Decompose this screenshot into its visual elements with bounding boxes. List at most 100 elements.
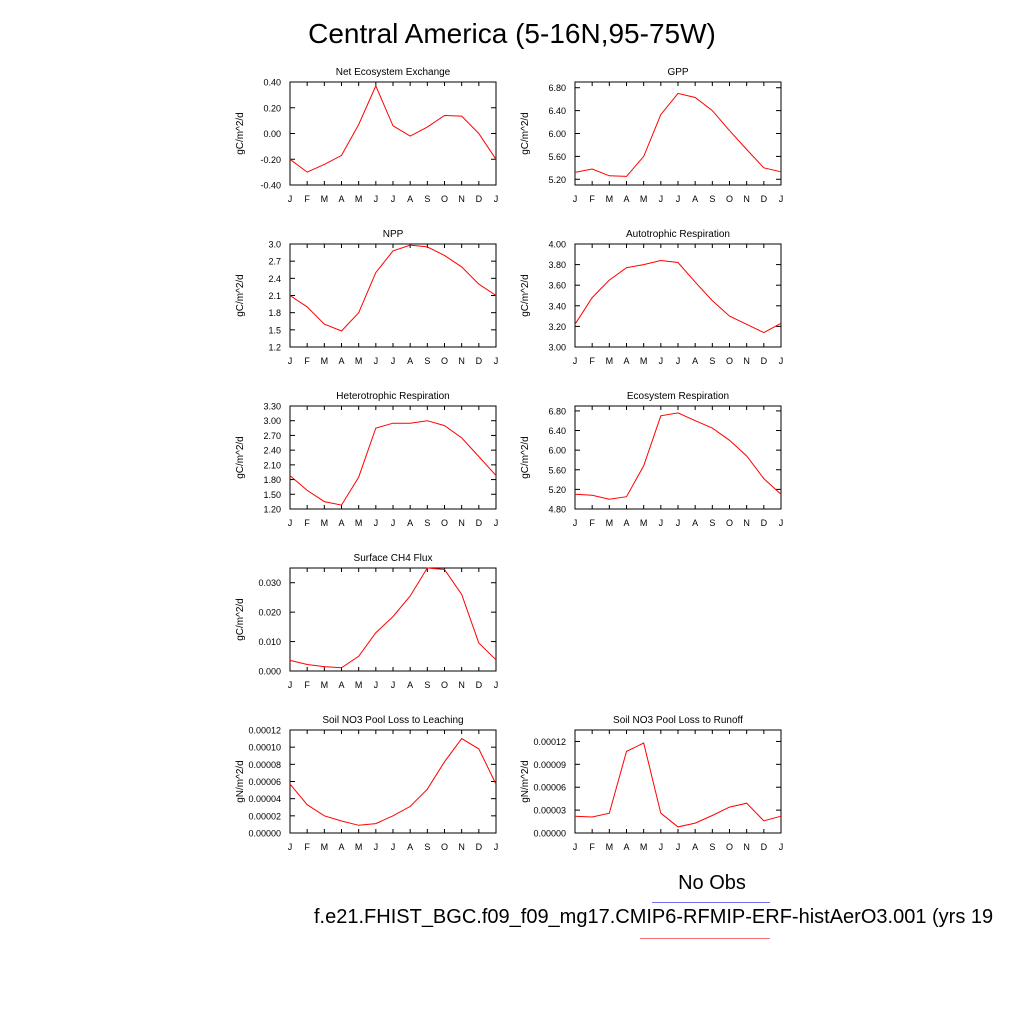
plot-frame bbox=[574, 81, 782, 186]
x-tick-label: J bbox=[288, 680, 293, 690]
x-tick-label: J bbox=[779, 518, 784, 528]
y-tick-label: 3.0 bbox=[268, 240, 281, 250]
y-tick-label: 6.80 bbox=[548, 406, 566, 416]
x-tick-label: S bbox=[709, 842, 715, 852]
series-line bbox=[574, 742, 782, 828]
x-tick-label: M bbox=[606, 194, 614, 204]
x-tick-label: S bbox=[709, 194, 715, 204]
x-tick-label: A bbox=[338, 518, 344, 528]
x-tick-label: M bbox=[640, 842, 648, 852]
x-tick-label: J bbox=[391, 680, 396, 690]
x-tick-label: J bbox=[659, 518, 664, 528]
x-tick-label: J bbox=[494, 518, 499, 528]
y-axis-label: gC/m^2/d bbox=[235, 274, 246, 317]
x-tick-label: A bbox=[407, 194, 413, 204]
x-tick-label: A bbox=[407, 518, 413, 528]
x-tick-label: A bbox=[692, 842, 698, 852]
x-tick-label: J bbox=[494, 680, 499, 690]
chart-panel-8: Soil NO3 Pool Loss to Leaching gN/m^2/d J F… bbox=[235, 715, 498, 852]
x-tick-label: J bbox=[659, 194, 664, 204]
y-tick-label: 3.00 bbox=[263, 416, 281, 426]
x-tick-label: F bbox=[304, 194, 310, 204]
panel-title: Net Ecosystem Exchange bbox=[336, 67, 451, 78]
x-tick-label: J bbox=[288, 842, 293, 852]
x-tick-label: M bbox=[606, 518, 614, 528]
x-tick-label: F bbox=[589, 356, 595, 366]
x-tick-label: A bbox=[338, 194, 344, 204]
y-tick-label: -0.20 bbox=[260, 155, 281, 165]
x-tick-label: S bbox=[424, 356, 430, 366]
panel-title: Autotrophic Respiration bbox=[626, 229, 730, 240]
x-tick-label: J bbox=[391, 194, 396, 204]
y-tick-label: 4.80 bbox=[548, 505, 566, 515]
y-tick-label: 1.2 bbox=[268, 343, 281, 353]
y-tick-label: 6.80 bbox=[548, 83, 566, 93]
x-tick-label: N bbox=[743, 194, 750, 204]
x-tick-label: S bbox=[424, 518, 430, 528]
x-tick-label: J bbox=[288, 194, 293, 204]
x-tick-label: O bbox=[441, 680, 448, 690]
legend-no-obs-label: No Obs bbox=[678, 872, 746, 894]
series-line bbox=[289, 244, 497, 332]
y-axis-label: gC/m^2/d bbox=[235, 598, 246, 641]
panel-title: Heterotrophic Respiration bbox=[336, 391, 449, 402]
y-tick-label: 3.30 bbox=[263, 402, 281, 412]
x-tick-label: M bbox=[321, 518, 329, 528]
panel-title: Soil NO3 Pool Loss to Leaching bbox=[322, 715, 463, 726]
x-tick-label: D bbox=[476, 518, 483, 528]
plot-frame bbox=[289, 567, 497, 672]
y-tick-label: 2.40 bbox=[263, 446, 281, 456]
x-tick-label: N bbox=[458, 680, 465, 690]
x-tick-label: O bbox=[726, 842, 733, 852]
x-tick-label: M bbox=[355, 356, 363, 366]
x-tick-label: J bbox=[659, 842, 664, 852]
y-tick-label: 1.80 bbox=[263, 475, 281, 485]
y-tick-label: 0.00010 bbox=[248, 743, 281, 753]
x-tick-label: M bbox=[321, 194, 329, 204]
x-tick-label: O bbox=[441, 356, 448, 366]
x-tick-label: J bbox=[676, 194, 681, 204]
x-tick-label: D bbox=[476, 194, 483, 204]
plot-frame bbox=[289, 243, 497, 348]
y-axis-label: gN/m^2/d bbox=[235, 760, 246, 803]
y-tick-label: 6.00 bbox=[548, 129, 566, 139]
y-tick-label: 1.50 bbox=[263, 490, 281, 500]
y-tick-label: 2.70 bbox=[263, 431, 281, 441]
y-tick-label: 4.00 bbox=[548, 240, 566, 250]
y-tick-label: 3.00 bbox=[548, 343, 566, 353]
x-tick-label: O bbox=[441, 518, 448, 528]
x-tick-label: A bbox=[623, 842, 629, 852]
x-tick-label: J bbox=[676, 356, 681, 366]
x-tick-label: O bbox=[441, 194, 448, 204]
y-tick-label: 0.00000 bbox=[533, 829, 566, 839]
x-tick-label: S bbox=[424, 680, 430, 690]
y-tick-label: 0.00 bbox=[263, 129, 281, 139]
panel-title: NPP bbox=[383, 229, 404, 240]
x-tick-label: F bbox=[304, 518, 310, 528]
x-tick-label: J bbox=[779, 842, 784, 852]
y-tick-label: 2.7 bbox=[268, 257, 281, 267]
x-tick-label: J bbox=[676, 842, 681, 852]
y-tick-label: -0.40 bbox=[260, 181, 281, 191]
x-tick-label: S bbox=[424, 194, 430, 204]
x-tick-label: J bbox=[391, 356, 396, 366]
series-line bbox=[574, 92, 782, 177]
x-tick-label: A bbox=[338, 356, 344, 366]
x-tick-label: A bbox=[692, 356, 698, 366]
y-tick-label: 5.20 bbox=[548, 485, 566, 495]
x-tick-label: J bbox=[779, 194, 784, 204]
y-tick-label: 2.1 bbox=[268, 291, 281, 301]
y-tick-label: 6.40 bbox=[548, 106, 566, 116]
x-tick-label: J bbox=[391, 518, 396, 528]
y-tick-label: 0.00009 bbox=[533, 760, 566, 770]
y-axis-label: gN/m^2/d bbox=[520, 760, 531, 803]
case-name-label: f.e21.FHIST_BGC.f09_f09_mg17.CMIP6-RFMIP… bbox=[314, 906, 994, 928]
x-tick-label: A bbox=[623, 518, 629, 528]
x-tick-label: J bbox=[288, 518, 293, 528]
x-tick-label: D bbox=[761, 356, 768, 366]
series-line bbox=[574, 412, 782, 500]
